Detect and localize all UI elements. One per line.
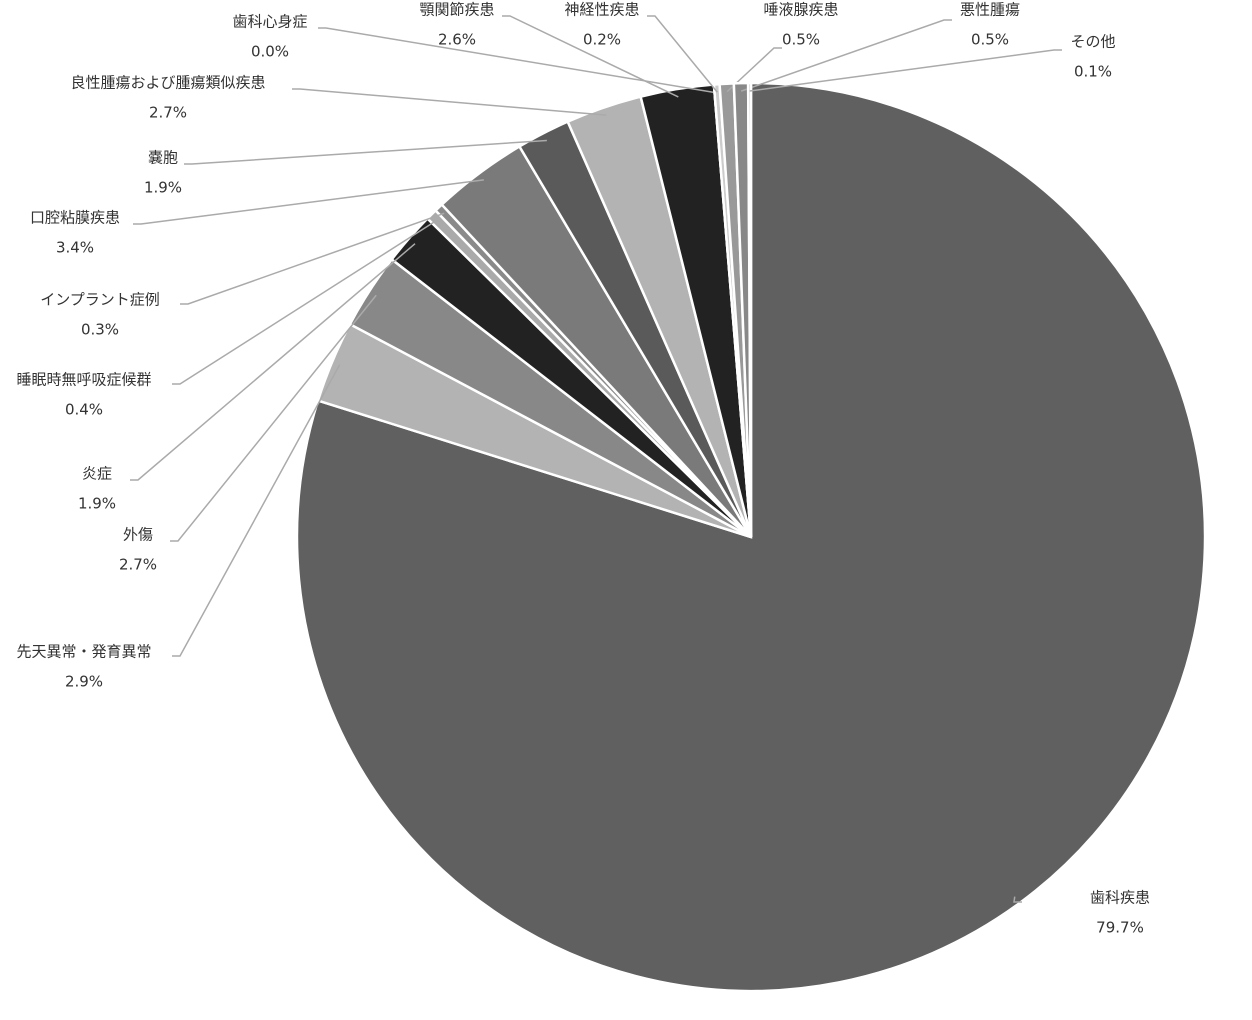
leader-line bbox=[647, 15, 718, 93]
category-label: 口腔粘膜疾患 bbox=[30, 209, 120, 227]
value-label: 0.5% bbox=[782, 31, 820, 49]
value-label: 0.4% bbox=[65, 401, 103, 419]
category-label: インプラント症例 bbox=[40, 291, 160, 309]
category-label: その他 bbox=[1070, 33, 1115, 51]
value-label: 1.9% bbox=[78, 495, 116, 513]
category-label: 良性腫瘍および腫瘍類似疾患 bbox=[70, 74, 265, 92]
leader-line bbox=[749, 49, 1062, 92]
value-label: 2.6% bbox=[438, 31, 476, 49]
leader-line bbox=[180, 212, 445, 305]
category-label: 嚢胞 bbox=[148, 149, 178, 167]
category-label: 炎症 bbox=[82, 465, 112, 483]
leader-line bbox=[133, 179, 484, 225]
value-label: 0.2% bbox=[583, 31, 621, 49]
category-label: 悪性腫瘍 bbox=[960, 1, 1020, 19]
leader-line bbox=[318, 27, 715, 94]
value-label: 0.3% bbox=[81, 321, 119, 339]
category-label: 睡眠時無呼吸症候群 bbox=[16, 371, 151, 389]
leader-line bbox=[502, 15, 679, 98]
leader-line bbox=[184, 139, 547, 165]
category-label: 神経性疾患 bbox=[564, 1, 639, 19]
category-label: 先天異常・発育異常 bbox=[16, 643, 151, 661]
value-label: 2.7% bbox=[149, 104, 187, 122]
category-label: 歯科疾患 bbox=[1090, 889, 1150, 907]
value-label: 0.5% bbox=[971, 31, 1009, 49]
value-label: 0.0% bbox=[251, 43, 289, 61]
value-label: 3.4% bbox=[56, 239, 94, 257]
leader-line bbox=[292, 88, 607, 116]
pie-slice bbox=[295, 81, 1207, 993]
leader-line bbox=[740, 19, 952, 92]
category-label: 唾液腺疾患 bbox=[763, 1, 838, 19]
leader-line bbox=[172, 219, 438, 385]
leader-line bbox=[1013, 896, 1022, 903]
pie-slice bbox=[746, 81, 753, 538]
value-label: 79.7% bbox=[1096, 919, 1144, 937]
value-label: 1.9% bbox=[144, 179, 182, 197]
leader-line bbox=[172, 364, 341, 657]
leader-line bbox=[170, 294, 377, 542]
value-label: 0.1% bbox=[1074, 63, 1112, 81]
leader-line bbox=[130, 243, 416, 481]
category-label: 顎関節疾患 bbox=[419, 1, 494, 19]
value-label: 2.7% bbox=[119, 556, 157, 574]
category-label: 外傷 bbox=[123, 526, 153, 544]
category-label: 歯科心身症 bbox=[232, 13, 307, 31]
leader-line bbox=[726, 47, 782, 93]
value-label: 2.9% bbox=[65, 673, 103, 691]
